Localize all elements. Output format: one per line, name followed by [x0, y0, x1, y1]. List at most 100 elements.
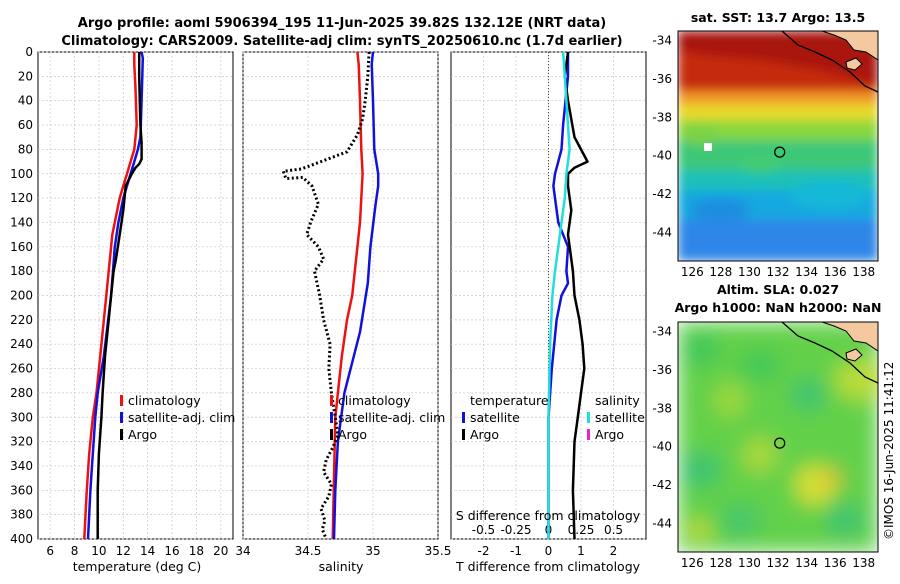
- salinity-legend: climatology satellite-adj. clim Argo: [330, 393, 445, 442]
- y-tick-label: 340: [10, 459, 33, 473]
- legend-swatch-argo: [120, 429, 123, 440]
- x-tick-label: 34: [235, 544, 250, 558]
- lon-tick-label: 128: [709, 265, 732, 279]
- s-tick-label: -0.5: [472, 523, 495, 537]
- sst-map-frame: [677, 30, 879, 262]
- sst-lat-tick-labels: -34 -36 -38 -40 -42 -44: [652, 34, 672, 240]
- sst-map: sat. SST: 13.7 Argo: 13.5: [652, 10, 879, 279]
- figure-title-line1: Argo profile: aoml 5906394_195 11-Jun-20…: [78, 16, 606, 31]
- legend-label-satellite: satellite-adj. clim: [338, 410, 445, 425]
- y-tick-label: 140: [10, 215, 33, 229]
- series-line-argo: [281, 51, 371, 540]
- difference-series: [547, 51, 589, 540]
- legend-swatch-climatology: [330, 395, 333, 406]
- legend-swatch-s-argo: [587, 429, 590, 440]
- y-tick-label: 260: [10, 362, 33, 376]
- sla-map-frame: [677, 321, 879, 553]
- x-tick-label: 34.5: [295, 544, 322, 558]
- lon-tick-label: 134: [795, 265, 818, 279]
- y-tick-label: 40: [18, 94, 33, 108]
- legend-label-argo: Argo: [128, 427, 157, 442]
- salinity-x-label: salinity: [319, 559, 364, 574]
- lat-tick-label: -42: [652, 187, 672, 201]
- lat-tick-label: -42: [652, 478, 672, 492]
- island-outline: [845, 57, 863, 71]
- legend-swatch-t-argo: [462, 429, 465, 440]
- difference-panel: -2 -1 0 1 2 -0.5 -0.25 0 0.25 0.5 T difference f…: [450, 51, 647, 574]
- legend-swatch-s-satellite: [587, 412, 590, 423]
- lon-tick-label: 138: [852, 556, 875, 570]
- y-tick-label: 360: [10, 483, 33, 497]
- sla-map: Altim. SLA: 0.027 Argo h1000: NaN h2000:…: [652, 282, 882, 570]
- legend-swatch-climatology: [120, 395, 123, 406]
- temperature-legend: climatology satellite-adj. clim Argo: [120, 393, 235, 442]
- legend-swatch-argo: [330, 429, 333, 440]
- lat-tick-label: -34: [652, 34, 672, 48]
- lat-tick-label: -40: [652, 149, 672, 163]
- legend-label-satellite: satellite-adj. clim: [128, 410, 235, 425]
- lon-tick-label: 134: [795, 556, 818, 570]
- x-tick-label: -1: [510, 544, 522, 558]
- y-tick-label: 160: [10, 240, 33, 254]
- y-tick-label: 100: [10, 167, 33, 181]
- x-tick-label: 2: [610, 544, 618, 558]
- lon-tick-label: 126: [681, 556, 704, 570]
- argo-position-marker: [774, 437, 786, 449]
- y-tick-label: 20: [18, 69, 33, 83]
- temperature-grid: [38, 51, 233, 540]
- coastline: [821, 31, 878, 61]
- shelf-contour: [781, 31, 878, 93]
- sla-field: [678, 322, 878, 552]
- s-tick-label: -0.25: [500, 523, 531, 537]
- legend-label-climatology: climatology: [128, 393, 201, 408]
- series-line-argo: [96, 52, 143, 539]
- legend-label-climatology: climatology: [338, 393, 411, 408]
- s-tick-label: 0.25: [568, 523, 595, 537]
- x-tick-label: 8: [71, 544, 79, 558]
- y-tick-label: 280: [10, 386, 33, 400]
- y-tick-label: 380: [10, 508, 33, 522]
- x-tick-label: 18: [189, 544, 204, 558]
- lon-tick-label: 128: [709, 556, 732, 570]
- salinity-series: [281, 51, 380, 540]
- salinity-grid: [242, 51, 439, 540]
- depth-tick-labels: 0 20 40 60 80 100 120 140 160 180 200 220 240 260 280 3…: [10, 45, 33, 546]
- legend-title-salinity: salinity: [595, 393, 640, 408]
- t-difference-x-label: T difference from climatology: [455, 559, 641, 574]
- y-tick-label: 300: [10, 410, 33, 424]
- x-tick-label: 0: [545, 544, 553, 558]
- series-line-satellite-adj-clim: [332, 51, 380, 540]
- lon-tick-label: 138: [852, 265, 875, 279]
- lat-tick-label: -38: [652, 401, 672, 415]
- y-tick-label: 60: [18, 118, 33, 132]
- s-difference-x-label: S difference from climatology: [456, 508, 641, 523]
- lon-tick-label: 136: [824, 265, 847, 279]
- legend-swatch-satellite: [120, 412, 123, 423]
- difference-legend: temperature satellite Argo salinity sate…: [462, 393, 645, 442]
- salinity-tick-labels: 34 34.5 35 35.5: [235, 544, 451, 558]
- y-tick-label: 180: [10, 264, 33, 278]
- land: [822, 31, 878, 60]
- legend-label-t-satellite: satellite: [470, 410, 520, 425]
- y-tick-label: 200: [10, 289, 33, 303]
- lon-tick-label: 130: [738, 556, 761, 570]
- series-line-t-argo: [563, 51, 589, 540]
- sst-map-title: sat. SST: 13.7 Argo: 13.5: [691, 10, 865, 25]
- copyright-stamp: ©IMOS 16-Jun-2025 11:41:12: [882, 362, 896, 540]
- sst-missing-data: [704, 143, 712, 151]
- lat-tick-label: -44: [652, 516, 672, 530]
- sla-map-image: [678, 322, 878, 552]
- y-tick-label: 120: [10, 191, 33, 205]
- x-tick-label: 12: [116, 544, 131, 558]
- y-tick-label: 0: [25, 45, 33, 59]
- x-tick-label: 16: [164, 544, 179, 558]
- legend-swatch-t-satellite: [462, 412, 465, 423]
- x-tick-label: 6: [46, 544, 54, 558]
- lat-tick-label: -34: [652, 325, 672, 339]
- land: [822, 322, 878, 351]
- sla-map-title: Altim. SLA: 0.027: [717, 282, 839, 297]
- coastline: [821, 322, 878, 352]
- y-tick-label: 400: [10, 532, 33, 546]
- sla-map-subtitle: Argo h1000: NaN h2000: NaN: [675, 300, 882, 315]
